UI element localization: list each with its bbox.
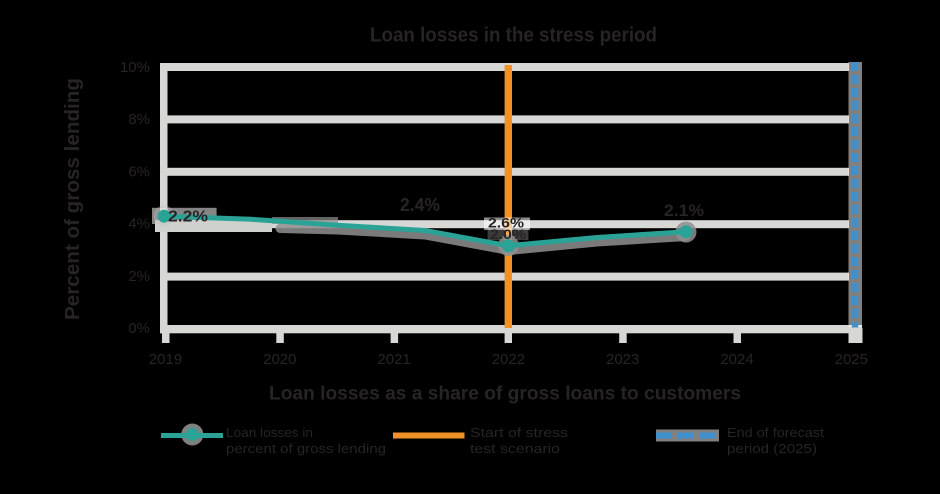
svg-text:Loan losses in the stress peri: Loan losses in the stress period <box>370 25 657 47</box>
svg-text:2023: 2023 <box>606 351 639 368</box>
svg-text:2.1%: 2.1% <box>664 201 704 220</box>
svg-text:Loan losses as a share of gros: Loan losses as a share of gross loans to… <box>269 384 741 405</box>
svg-text:test scenario: test scenario <box>470 441 560 456</box>
svg-text:percent of gross lending: percent of gross lending <box>226 441 386 456</box>
svg-text:0%: 0% <box>128 320 150 337</box>
svg-text:4%: 4% <box>128 216 150 233</box>
svg-text:End of forecast: End of forecast <box>727 425 824 440</box>
svg-text:2022: 2022 <box>492 351 525 368</box>
svg-text:2.0%: 2.0% <box>490 226 527 242</box>
svg-text:2024: 2024 <box>720 351 753 368</box>
svg-text:2.2%: 2.2% <box>168 209 208 226</box>
svg-text:2020: 2020 <box>263 351 296 368</box>
svg-text:2.6%: 2.6% <box>488 215 525 231</box>
svg-text:Percent of gross lending: Percent of gross lending <box>62 78 84 320</box>
svg-text:2021: 2021 <box>377 351 410 368</box>
svg-text:6%: 6% <box>128 163 150 180</box>
svg-text:Loan losses in: Loan losses in <box>226 425 313 440</box>
svg-text:2%: 2% <box>128 268 150 285</box>
svg-text:2019: 2019 <box>149 351 182 368</box>
svg-text:Start of stress: Start of stress <box>470 425 569 440</box>
svg-text:8%: 8% <box>128 111 150 128</box>
svg-text:period (2025): period (2025) <box>727 441 817 456</box>
svg-text:2.4%: 2.4% <box>400 195 440 215</box>
svg-text:2025: 2025 <box>835 351 868 368</box>
svg-text:10%: 10% <box>120 59 150 76</box>
